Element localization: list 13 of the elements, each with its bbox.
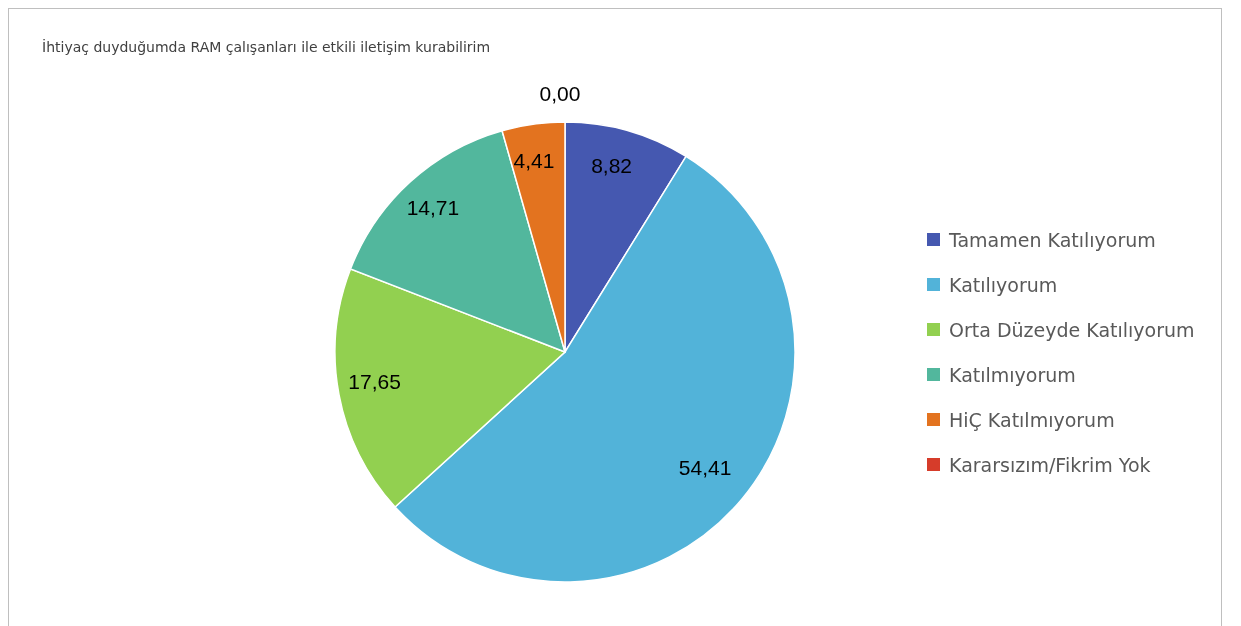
data-label: 14,71 (406, 196, 460, 220)
text: 0,00 (539, 81, 581, 105)
legend-label: HiÇ Katılmıyorum (949, 408, 1115, 431)
data-label: 54,41 (678, 455, 732, 479)
legend-label: Kararsızım/Fikrim Yok (949, 453, 1151, 476)
legend-label: Tamamen Katılıyorum (949, 228, 1156, 251)
data-label: 4,41 (513, 148, 555, 172)
data-label: 8,82 (591, 154, 633, 178)
chart-title: İhtiyaç duyduğumda RAM çalışanları ile etkili iletişim kurabilirim (42, 39, 491, 55)
data-label: 17,65 (348, 370, 401, 394)
legend-label: Katılmıyorum (949, 363, 1076, 386)
legend-label: Orta Düzeyde Katılıyorum (949, 318, 1195, 341)
legend-label: Katılıyorum (949, 273, 1058, 296)
